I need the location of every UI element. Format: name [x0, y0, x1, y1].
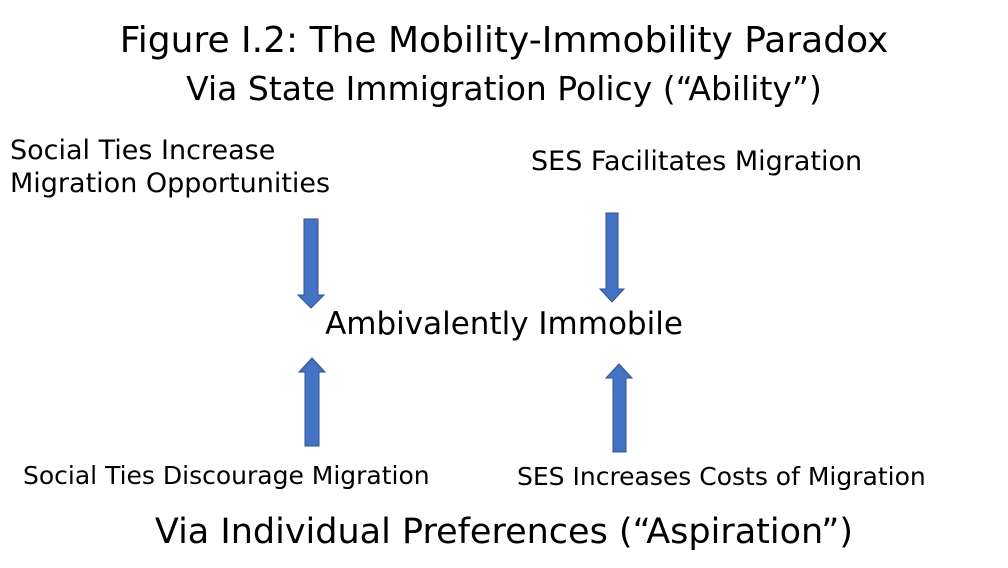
top-left-factor-line-1: Social Ties Increase: [10, 135, 276, 166]
bottom-axis-label: Via Individual Preferences (“Aspiration”…: [154, 512, 854, 552]
arrow-up-bottom-right: [604, 363, 634, 453]
arrow-down-top-left: [296, 218, 326, 309]
arrow-up-bottom-left: [297, 357, 327, 447]
top-left-factor: Social Ties Increase Migration Opportuni…: [10, 135, 330, 201]
center-outcome: Ambivalently Immobile: [325, 306, 683, 342]
figure-title: Figure I.2: The Mobility-Immobility Para…: [119, 20, 889, 61]
arrow-down-top-right: [598, 212, 626, 303]
bottom-left-factor: Social Ties Discourage Migration: [23, 461, 430, 490]
top-left-factor-line-2: Migration Opportunities: [10, 167, 331, 199]
top-right-factor: SES Facilitates Migration: [531, 146, 863, 177]
bottom-right-factor: SES Increases Costs of Migration: [517, 462, 926, 491]
top-axis-label: Via State Immigration Policy (“Ability”): [186, 69, 822, 108]
